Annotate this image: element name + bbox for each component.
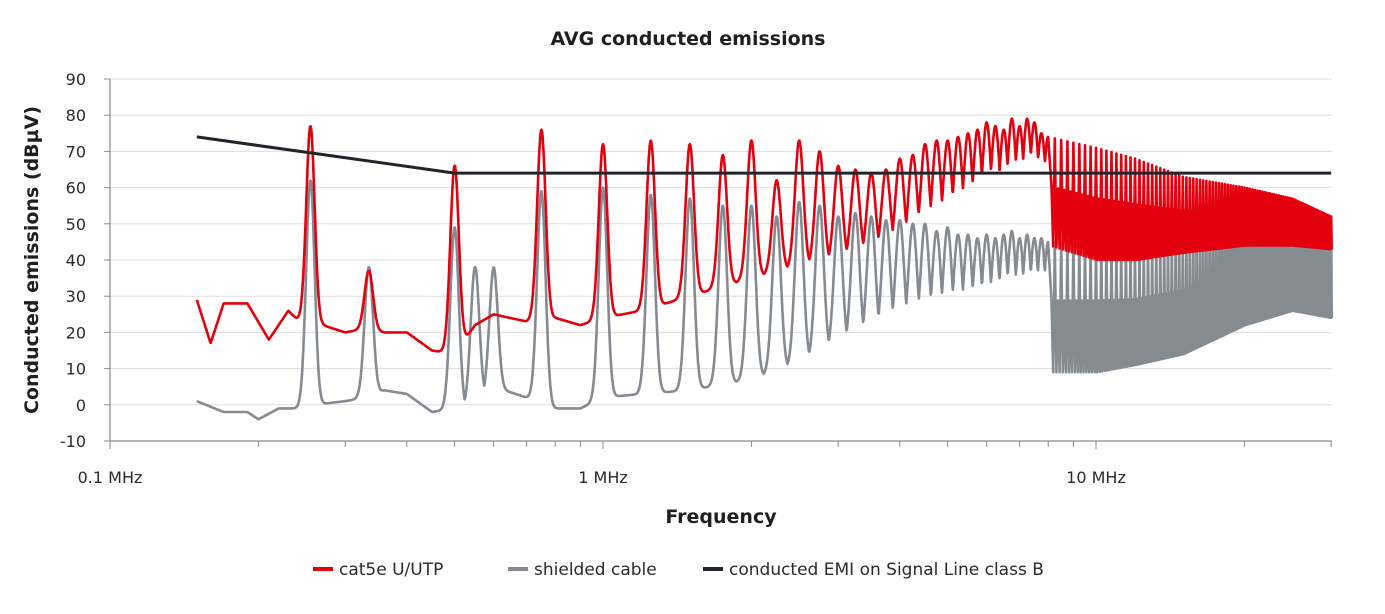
y-tick-label: -10: [60, 432, 86, 451]
legend-label: cat5e U/UTP: [339, 560, 443, 580]
chart-title: AVG conducted emissions: [551, 28, 826, 50]
x-tick-label: 0.1 MHz: [78, 468, 143, 487]
series-line-cat5e-u-utp: [195, 117, 1333, 353]
y-tick-label: 30: [66, 287, 86, 306]
y-tick-label: 40: [66, 251, 86, 270]
ticks: -10 0 10 20 30 40 50 60 70 80 90 0.1 MHz 1 MHz 10 MHz: [60, 70, 1332, 487]
x-tick-label: 1 MHz: [578, 468, 628, 487]
y-tick-label: 90: [66, 70, 86, 89]
y-tick-label: 0: [76, 396, 86, 415]
legend-label: shielded cable: [534, 560, 657, 580]
y-tick-label: 70: [66, 142, 86, 161]
y-tick-label: 50: [66, 215, 86, 234]
series-line-conducted-emi-on-signal-line-class-b: [196, 135, 1332, 175]
x-axis-label: Frequency: [665, 506, 777, 528]
series-line-shielded-cable: [195, 179, 1333, 421]
legend: cat5e U/UTP shielded cable conducted EMI o…: [313, 560, 1044, 580]
y-tick-label: 20: [66, 323, 86, 342]
y-tick-label: 80: [66, 106, 86, 125]
y-axis-label: Conducted emissions (dBµV): [21, 106, 43, 414]
x-tick-label: 10 MHz: [1066, 468, 1126, 487]
legend-label: conducted EMI on Signal Line class B: [729, 560, 1044, 580]
y-tick-label: 10: [66, 360, 86, 379]
series-layer: [195, 117, 1333, 421]
y-tick-label: 60: [66, 179, 86, 198]
